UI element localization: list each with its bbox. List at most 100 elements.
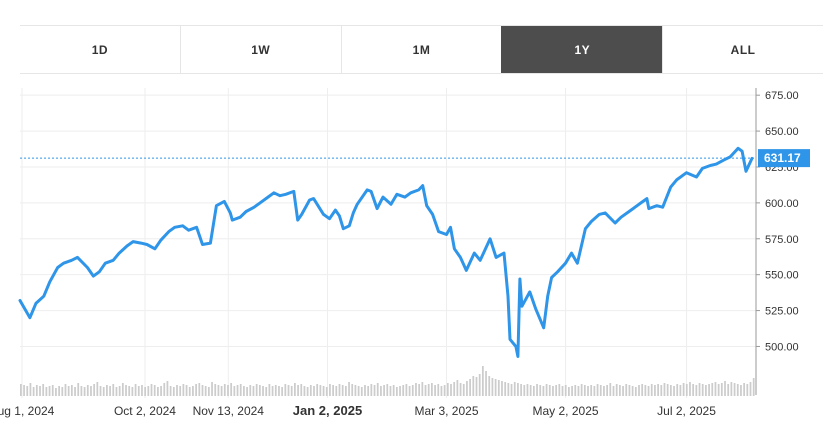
volume-bar <box>692 384 695 396</box>
volume-bar <box>106 385 108 396</box>
range-button-1w[interactable]: 1W <box>179 26 341 73</box>
range-button-1m[interactable]: 1M <box>340 26 502 73</box>
volume-bar <box>341 385 344 396</box>
volume-bar <box>316 384 319 396</box>
volume-bar <box>134 384 137 396</box>
range-button-1d[interactable]: 1D <box>91 42 109 57</box>
volume-bar <box>322 386 325 396</box>
volume-bar <box>641 384 644 396</box>
volume-bar <box>513 382 516 396</box>
volume-bar <box>348 382 350 396</box>
volume-bar <box>450 384 452 396</box>
volume-bar <box>354 385 357 396</box>
volume-bar <box>638 385 640 396</box>
x-tick-label: Oct 2, 2024 <box>114 404 176 418</box>
volume-bar <box>615 384 618 396</box>
volume-bar <box>647 386 650 396</box>
volume-bar <box>654 385 656 396</box>
volume-bar <box>157 387 159 396</box>
volume-bar <box>144 387 147 396</box>
volume-bar <box>64 384 67 396</box>
volume-bar <box>153 385 156 396</box>
volume-bar <box>325 387 328 396</box>
x-tick-label: Nov 13, 2024 <box>193 404 265 418</box>
volume-bar <box>466 381 468 396</box>
volume-bar <box>373 385 376 396</box>
volume-bar <box>545 384 548 396</box>
volume-bar <box>711 383 714 396</box>
volume-bar <box>405 384 408 396</box>
volume-bar <box>443 385 446 396</box>
volume-bar <box>526 384 529 396</box>
volume-bar <box>421 382 424 396</box>
volume-bar <box>395 387 398 396</box>
volume-bar <box>548 385 551 396</box>
volume-bar <box>160 386 162 396</box>
volume-bar <box>179 386 182 396</box>
volume-bar <box>166 381 169 396</box>
volume-bar <box>507 383 510 396</box>
range-button-1y[interactable]: 1Y <box>501 26 663 73</box>
volume-bar <box>77 383 80 396</box>
volume-bar <box>705 385 707 396</box>
volume-bar <box>230 383 233 396</box>
x-tick-label: Aug 1, 2024 <box>0 404 55 418</box>
volume-bar <box>102 387 105 396</box>
volume-bar <box>517 383 519 396</box>
volume-bar <box>131 387 134 396</box>
volume-bar <box>268 384 271 396</box>
volume-bar <box>67 386 70 396</box>
volume-bar <box>236 385 239 396</box>
volume-bar <box>456 380 459 396</box>
volume-bar <box>618 385 621 396</box>
volume-bar <box>188 387 191 396</box>
volume-bar <box>733 383 736 396</box>
volume-bar <box>357 386 360 396</box>
volume-bar <box>61 387 64 396</box>
volume-bar <box>644 385 647 396</box>
volume-bar <box>660 385 663 396</box>
volume-bar <box>169 386 172 396</box>
volume-bar <box>491 378 494 396</box>
volume-bar <box>141 385 143 396</box>
volume-bar <box>338 384 341 396</box>
volume-bar <box>99 386 102 396</box>
volume-bar <box>720 383 723 396</box>
x-tick-label: May 2, 2025 <box>533 404 599 418</box>
volume-bar <box>290 386 293 396</box>
volume-bar <box>561 386 564 396</box>
volume-bar <box>93 384 96 396</box>
volume-bar <box>239 384 242 396</box>
volume-bar <box>743 383 746 396</box>
volume-bar <box>532 386 535 396</box>
volume-bar <box>469 379 471 396</box>
volume-bar <box>494 379 497 396</box>
volume-bar <box>137 386 140 396</box>
volume-bar <box>459 383 462 396</box>
volume-bar <box>319 385 322 396</box>
volume-bar <box>497 380 500 396</box>
volume-bar <box>185 385 188 396</box>
volume-bar <box>583 385 586 396</box>
volume-bar <box>35 385 38 396</box>
volume-bar <box>294 383 296 396</box>
range-button-all[interactable]: ALL <box>662 26 823 73</box>
volume-bar <box>685 384 688 396</box>
volume-bar <box>313 386 315 396</box>
volume-bar <box>198 383 201 396</box>
volume-bar <box>255 384 258 396</box>
y-tick-label: 650.00 <box>765 126 799 138</box>
volume-bar <box>408 386 411 396</box>
volume-bar <box>386 384 389 396</box>
volume-bar <box>427 384 430 396</box>
volume-bar <box>622 386 624 396</box>
y-tick-label: 550.00 <box>765 270 799 282</box>
volume-bar <box>121 383 124 396</box>
volume-bar <box>252 386 255 396</box>
volume-bar <box>501 381 503 396</box>
volume-bar <box>83 387 86 396</box>
volume-bar <box>574 385 577 396</box>
volume-bar <box>287 385 290 396</box>
volume-bar <box>568 387 570 396</box>
y-tick-label: 525.00 <box>765 306 799 318</box>
